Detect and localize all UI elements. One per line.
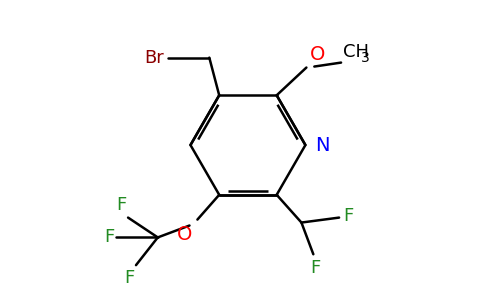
Text: F: F bbox=[343, 207, 353, 225]
Text: 3: 3 bbox=[361, 51, 370, 64]
Text: CH: CH bbox=[343, 43, 369, 61]
Text: Br: Br bbox=[144, 49, 164, 67]
Text: F: F bbox=[116, 196, 126, 214]
Text: N: N bbox=[315, 136, 330, 154]
Text: F: F bbox=[310, 259, 320, 277]
Text: O: O bbox=[177, 224, 193, 244]
Text: F: F bbox=[124, 269, 134, 287]
Text: O: O bbox=[310, 45, 326, 64]
Text: F: F bbox=[104, 228, 114, 246]
